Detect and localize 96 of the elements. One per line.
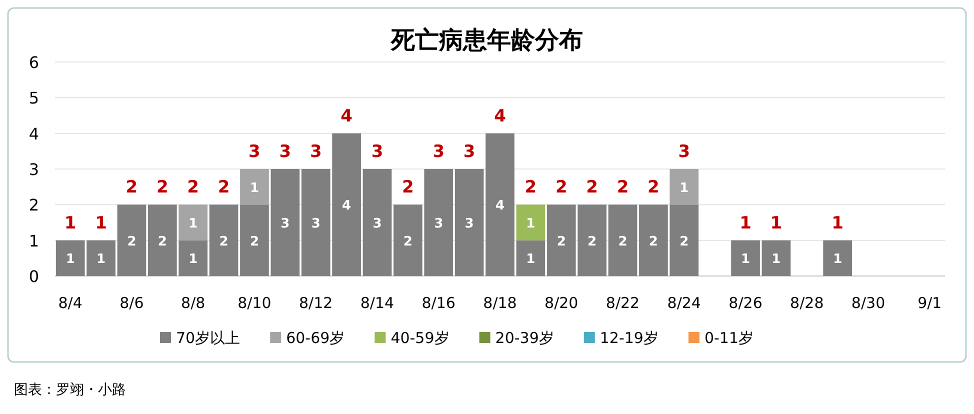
y-tick-label: 6 [28,53,40,72]
bar [362,169,392,276]
legend-label: 60-69岁 [286,329,345,347]
data-label: 3 [434,216,444,232]
x-tick-label: 9/1 [918,294,942,312]
bar [670,169,699,205]
data-label: 1 [188,252,198,268]
x-tick-label: 8/14 [360,294,394,312]
data-label: 2 [556,234,566,250]
bar [516,240,546,276]
bar [608,204,638,276]
total-label: 2 [126,178,138,198]
data-label: 1 [250,180,260,196]
x-tick-label: 8/28 [790,294,824,312]
legend-label: 70岁以上 [176,329,240,347]
data-label: 2 [403,234,412,250]
total-label: 2 [586,178,598,198]
x-tick-label: 8/10 [238,294,272,312]
x-tick-label: 8/6 [120,294,144,312]
legend-label: 12-19岁 [600,329,658,347]
chart-title: 死亡病患年龄分布 [390,26,583,54]
x-tick-label: 8/22 [606,294,640,312]
data-label: 2 [648,234,658,250]
y-tick-label: 4 [28,124,40,144]
total-label: 2 [555,178,568,198]
data-label: 2 [219,234,228,250]
total-label: 1 [64,213,76,234]
bar [209,204,238,276]
bar [240,169,269,205]
total-label: 3 [463,142,476,162]
x-tick-label: 8/4 [58,294,82,312]
total-label: 3 [310,142,322,162]
data-label: 3 [280,216,290,232]
x-tick-label: 8/8 [181,294,206,312]
data-label: 1 [66,252,75,268]
data-label: 1 [680,180,689,196]
total-label: 2 [616,178,629,198]
total-label: 3 [678,142,690,162]
x-tick-label: 8/30 [851,294,886,312]
x-tick-label: 8/24 [667,294,701,312]
data-label: 2 [618,234,628,250]
data-label: 2 [158,234,167,250]
total-label: 4 [494,106,506,126]
y-tick-label: 0 [28,267,40,286]
total-label: 2 [187,178,200,198]
bar [516,204,546,240]
data-label: 1 [833,252,842,268]
total-label: 3 [279,142,292,162]
data-label: 2 [680,234,689,250]
data-label: 1 [740,252,750,268]
x-tick-label: 8/26 [728,294,762,312]
data-label: 4 [495,198,505,214]
data-label: 1 [772,252,781,268]
total-label: 2 [402,178,414,198]
bar [117,204,146,276]
total-label: 3 [432,142,445,162]
bar [762,240,791,276]
total-label: 2 [156,178,168,198]
y-tick-label: 3 [28,160,40,179]
legend-label: 40-59岁 [390,329,450,347]
bar [178,204,208,240]
total-label: 3 [371,142,384,162]
total-label: 3 [248,142,260,162]
total-label: 2 [524,178,537,198]
bar [486,133,514,276]
total-label: 1 [832,213,844,234]
text: 图表：罗翊・小路 [14,382,126,398]
data-label: 2 [588,234,597,250]
total-label: 2 [648,178,660,198]
x-tick-label: 8/20 [544,294,578,312]
bar [731,240,760,276]
data-label: 4 [342,198,352,214]
data-label: 3 [372,216,382,232]
y-tick-label: 2 [28,196,40,215]
total-label: 1 [95,213,107,234]
bar [823,240,852,276]
total-label: 4 [340,106,353,126]
data-label: 1 [96,252,106,268]
data-label: 3 [311,216,320,232]
data-label: 1 [526,252,536,268]
y-tick-label: 5 [28,88,40,108]
bar [454,169,484,276]
x-tick-label: 8/18 [483,294,517,312]
data-label: 1 [526,216,536,232]
total-label: 1 [770,213,782,234]
data-label: 1 [188,216,198,232]
data-label: 2 [127,234,136,250]
total-label: 2 [218,178,230,198]
y-tick-label: 1 [28,231,40,250]
legend-label: 0-11岁 [704,329,754,347]
x-tick-label: 8/16 [422,294,456,312]
legend-label: 20-39岁 [495,329,554,347]
x-tick-label: 8/12 [299,294,333,312]
data-label: 2 [250,234,260,250]
data-label: 3 [464,216,474,232]
total-label: 1 [740,213,752,234]
